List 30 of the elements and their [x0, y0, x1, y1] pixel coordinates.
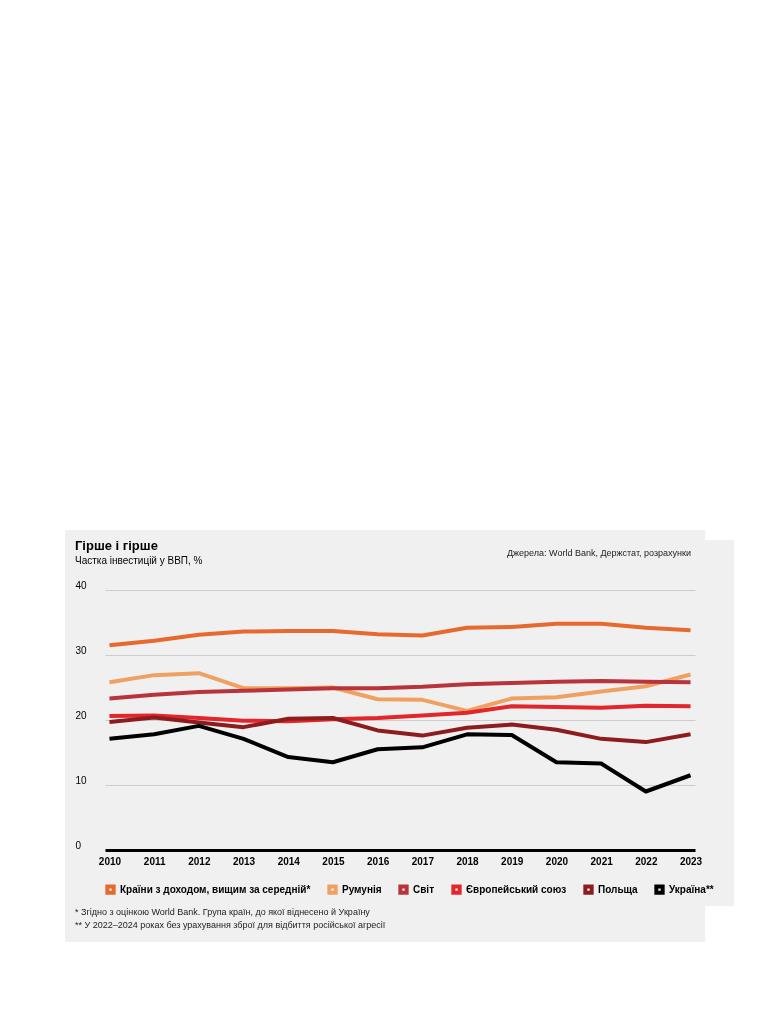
text: * Згідно з оцінкою World Bank. Група країн, до якої віднесено й Україну: [75, 906, 371, 919]
y-tick-label: 10: [75, 774, 88, 786]
x-tick-label: 2021: [590, 855, 614, 867]
legend-label: Європейський союз: [466, 883, 567, 895]
legend-label: Румунія: [342, 883, 382, 895]
x-tick-label: 2017: [411, 855, 435, 867]
x-tick-label: 2023: [679, 855, 703, 867]
x-tick-label: 2018: [456, 855, 480, 867]
x-tick-label: 2022: [635, 855, 658, 867]
text: Джерела: World Bank, Держстат, розрахунки: [506, 548, 691, 558]
chart-subtitle: Частка інвестицій у ВВП, %: [75, 555, 203, 566]
legend-label: Україна**: [669, 883, 714, 895]
x-tick-label: 2013: [232, 855, 256, 867]
chart-title: Гірше і гірше: [75, 538, 158, 553]
y-tick-label: 0: [75, 839, 82, 851]
x-tick-label: 2011: [143, 855, 166, 867]
y-tick-label: 40: [75, 579, 88, 591]
legend-label: Світ: [413, 883, 435, 895]
x-tick-label: 2016: [367, 855, 390, 867]
x-tick-label: 2012: [188, 855, 211, 867]
text: ** У 2022–2024 роках без урахування зброї для відбиття російської агресії: [75, 919, 387, 932]
x-tick-label: 2015: [322, 855, 346, 867]
x-tick-label: 2020: [545, 855, 569, 867]
x-tick-label: 2019: [501, 855, 524, 867]
legend-label: Польща: [598, 883, 639, 895]
x-tick-label: 2014: [277, 855, 301, 867]
legend-label: Країни з доходом, вищим за середній*: [120, 883, 311, 895]
y-tick-label: 30: [75, 644, 88, 656]
y-tick-label: 20: [75, 709, 88, 721]
x-tick-label: 2010: [98, 855, 122, 867]
